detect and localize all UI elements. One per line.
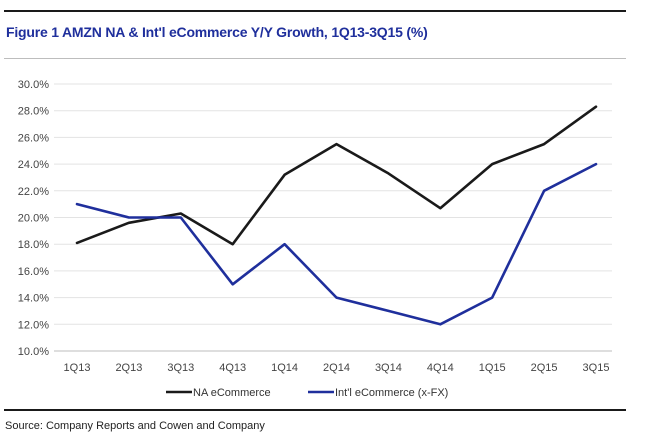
top-rule [4, 10, 626, 12]
series-line-1 [75, 105, 598, 246]
series-line-2 [75, 162, 598, 326]
x-tick-label: 1Q14 [271, 362, 298, 374]
x-tick-label: 4Q13 [219, 362, 246, 374]
x-tick-label: 1Q13 [64, 362, 91, 374]
figure-title: Figure 1 AMZN NA & Int'l eCommerce Y/Y G… [6, 24, 428, 40]
y-tick-label: 18.0% [18, 239, 49, 251]
y-tick-label: 20.0% [18, 213, 49, 225]
series-lines [75, 105, 598, 326]
legend-label: Int'l eCommerce (x-FX) [335, 387, 448, 399]
legend-label: NA eCommerce [193, 387, 271, 399]
y-tick-label: 28.0% [18, 106, 49, 118]
y-tick-label: 24.0% [18, 159, 49, 171]
x-tick-label: 3Q15 [583, 362, 610, 374]
y-tick-label: 14.0% [18, 293, 49, 305]
gridlines [54, 83, 612, 352]
x-tick-label: 2Q14 [323, 362, 350, 374]
y-tick-label: 16.0% [18, 266, 49, 278]
x-tick-label: 3Q13 [167, 362, 194, 374]
x-tick-label: 2Q13 [115, 362, 142, 374]
y-tick-label: 22.0% [18, 186, 49, 198]
x-axis-ticks: 1Q13 2Q13 3Q13 4Q13 1Q14 2Q14 3Q14 4Q14 1Q15 2Q15… [64, 362, 610, 374]
y-axis-ticks: 10.0% 12.0% 14.0% 16.0% 18.0% 20.0% 22.0% 24.0%… [18, 79, 49, 358]
title-divider [4, 58, 626, 59]
y-tick-label: 26.0% [18, 132, 49, 144]
legend: NA eCommerce Int'l eCommerce (x-FX) [166, 387, 448, 399]
y-tick-label: 12.0% [18, 319, 49, 331]
bottom-rule [4, 409, 626, 411]
x-tick-label: 4Q14 [427, 362, 454, 374]
x-tick-label: 3Q14 [375, 362, 402, 374]
x-tick-label: 1Q15 [479, 362, 506, 374]
x-tick-label: 2Q15 [531, 362, 558, 374]
y-tick-label: 10.0% [18, 346, 49, 358]
source-note: Source: Company Reports and Cowen and Co… [5, 420, 265, 432]
y-tick-label: 30.0% [18, 79, 49, 91]
